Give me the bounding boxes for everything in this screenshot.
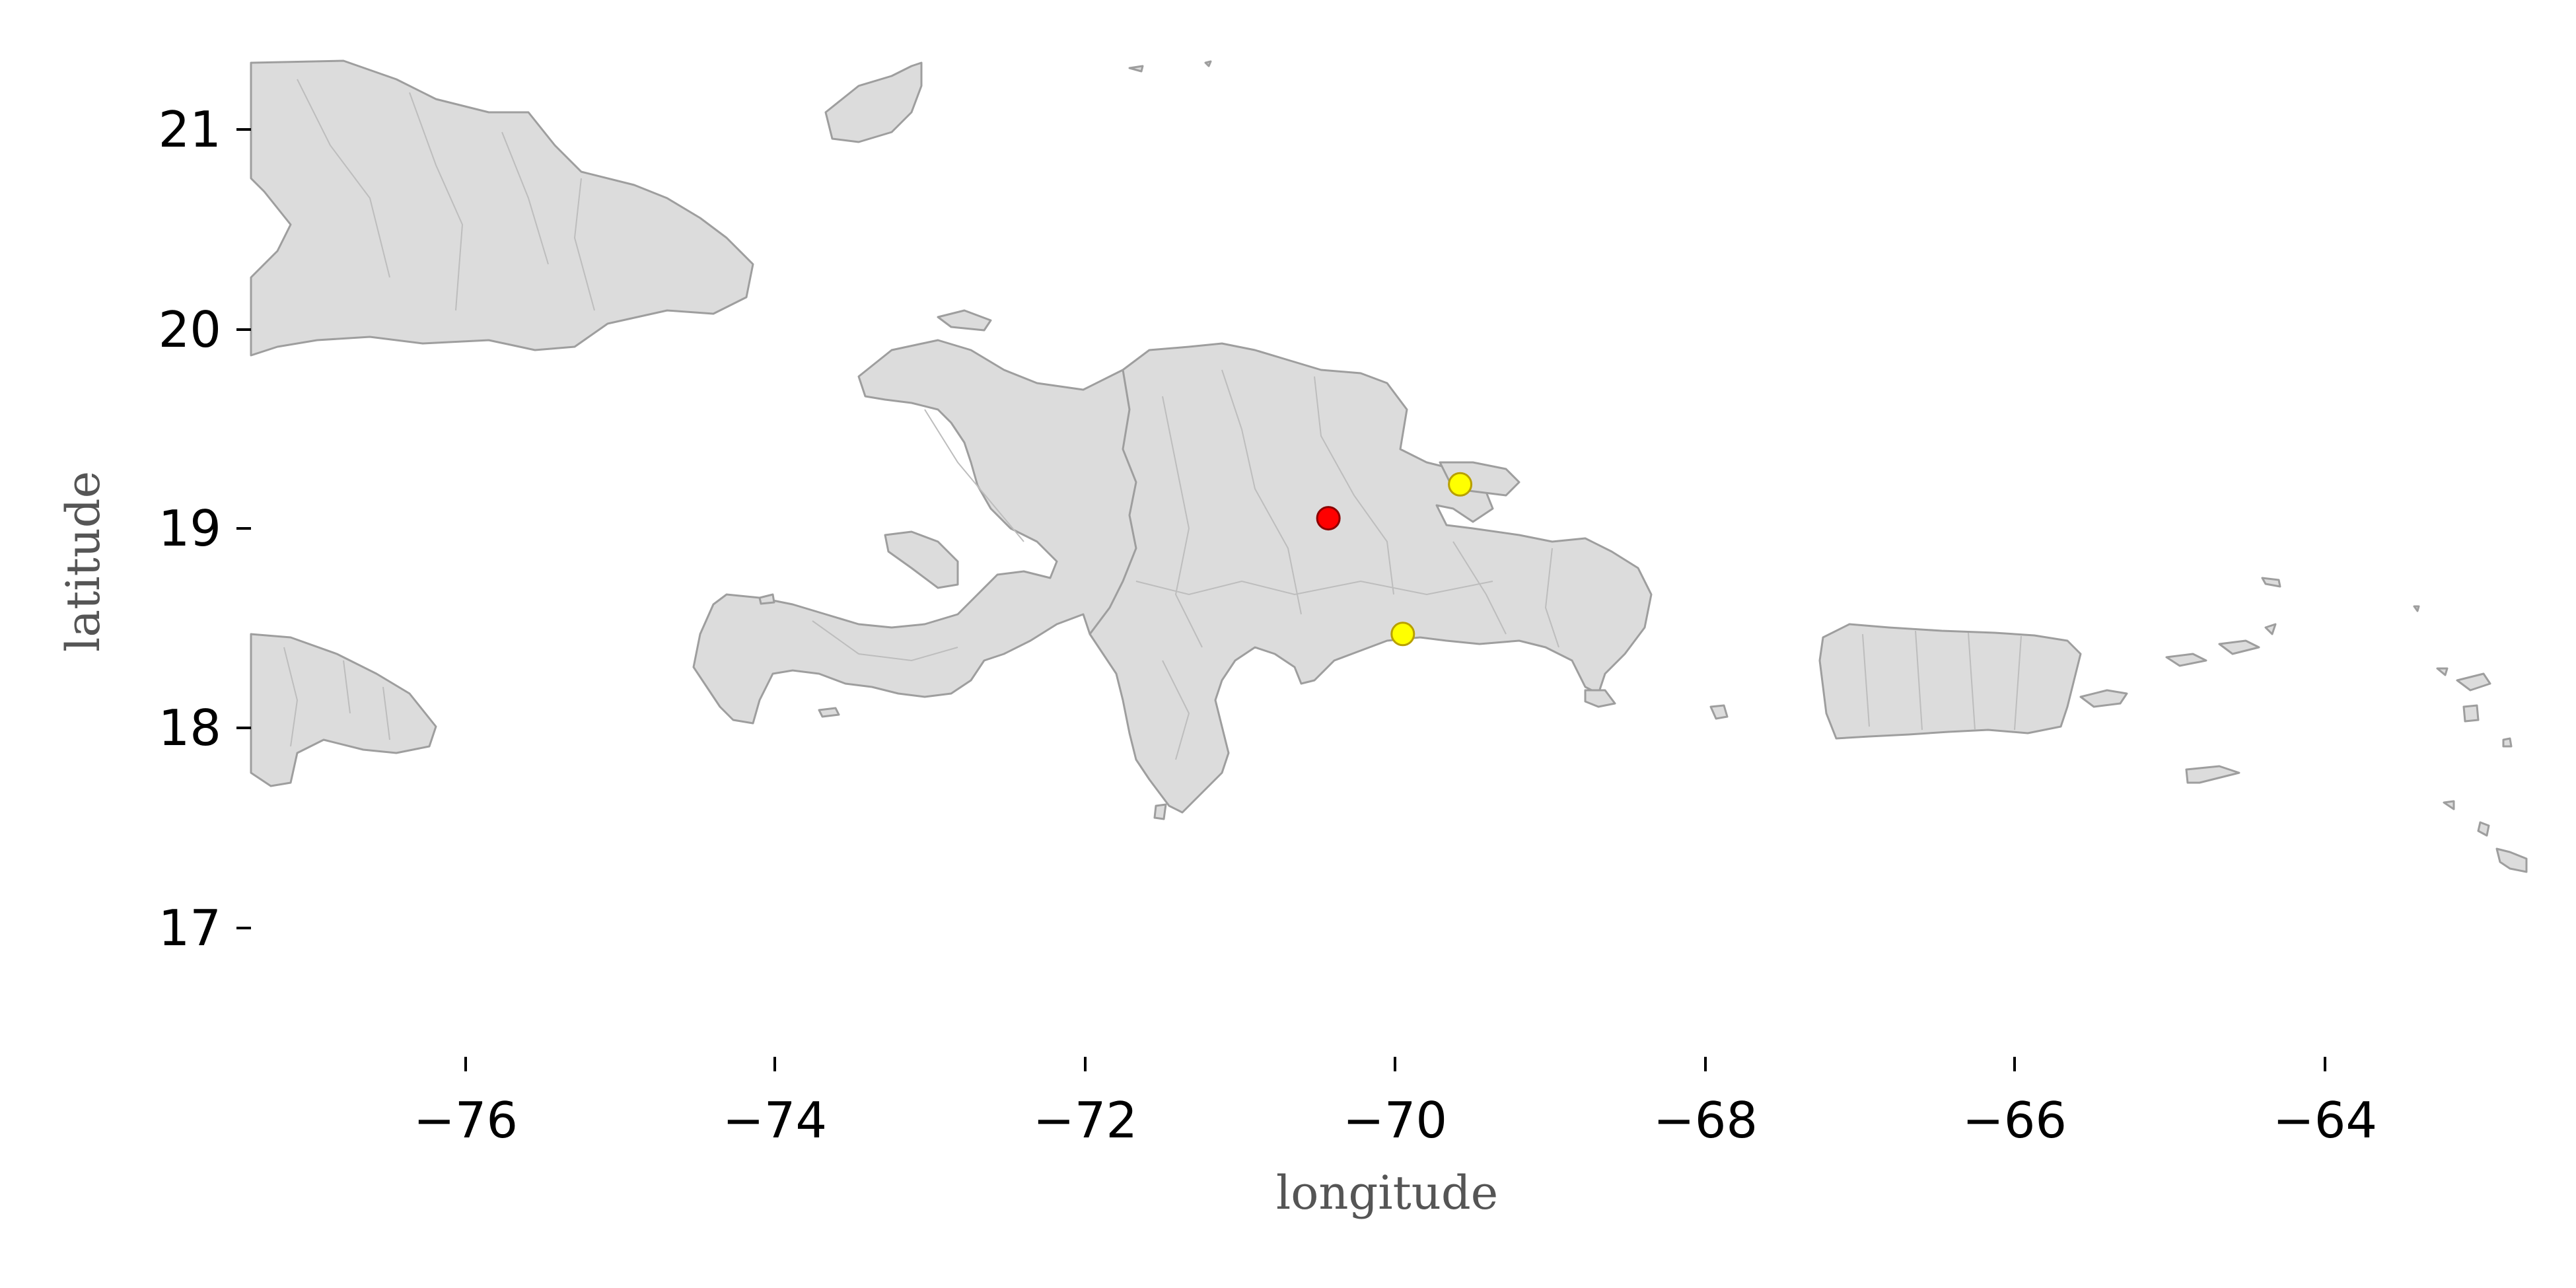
y-tick-label-21: 21 (159, 100, 221, 159)
landmass-beata (1153, 803, 1167, 820)
puerto-rico-admin-lines (1862, 630, 2022, 731)
x-tick-label-neg66: −66 (1962, 1091, 2067, 1149)
landmass-gonave (884, 530, 959, 589)
landmass-mona (1709, 704, 1729, 720)
land-layer (250, 59, 2528, 873)
haiti-dr-border (1089, 369, 1137, 635)
hispaniola-admin-lines (812, 369, 1559, 760)
landmass-lesser-antilles (2261, 577, 2528, 873)
y-axis: 21 20 19 18 17 (159, 100, 251, 957)
x-axis: −76 −74 −72 −70 −68 −66 −64 (413, 1057, 2377, 1149)
x-tick-label-neg76: −76 (413, 1091, 518, 1149)
landmass-cays-north (1128, 60, 1212, 73)
landmass-saona (1584, 689, 1616, 708)
marker-layer (1316, 472, 1473, 647)
y-tick-label-17: 17 (159, 899, 221, 957)
landmass-tortuga (937, 309, 992, 332)
landmass-hispaniola (692, 339, 1653, 814)
landmass-cuba-east (250, 59, 754, 357)
jamaica-admin-lines (283, 647, 390, 747)
landmass-vieques (2079, 689, 2128, 708)
red-marker-0 (1316, 506, 1341, 531)
x-tick-label-neg72: −72 (1033, 1091, 1137, 1149)
x-tick-label-neg74: −74 (723, 1091, 827, 1149)
y-axis-label: latitude (56, 471, 110, 652)
yellow-marker-0 (1448, 472, 1473, 497)
landmass-jamaica (250, 633, 437, 787)
landmass-cayemites (758, 593, 840, 718)
y-tick-label-18: 18 (159, 699, 221, 757)
landmass-virgin-islands (2165, 623, 2277, 784)
x-tick-label-neg70: −70 (1343, 1091, 1447, 1149)
y-tick-label-20: 20 (159, 301, 221, 359)
landmass-great-inagua (824, 61, 923, 143)
x-tick-label-neg64: −64 (2273, 1091, 2377, 1149)
landmass-puerto-rico (1818, 623, 2082, 740)
cuba-admin-lines (297, 79, 595, 311)
yellow-marker-1 (1390, 622, 1415, 647)
y-tick-label-19: 19 (159, 499, 221, 557)
x-tick-label-neg68: −68 (1653, 1091, 1758, 1149)
x-axis-label: longitude (1276, 1166, 1498, 1220)
